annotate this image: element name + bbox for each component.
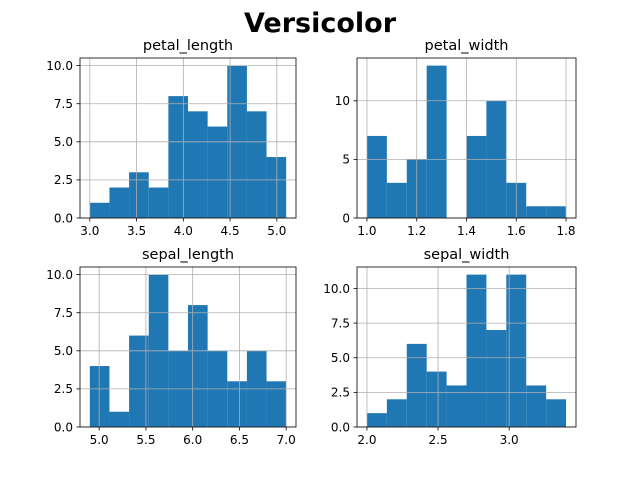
y-tick-label: 7.5 — [54, 97, 73, 111]
y-tick-label: 0 — [342, 211, 350, 225]
histogram-bar — [446, 385, 467, 427]
x-tick-label: 5.5 — [136, 433, 155, 447]
y-axis: 0.0 2.5 5.0 7.5 10.0 — [46, 268, 80, 434]
histogram-bar — [426, 65, 447, 218]
y-tick-label: 2.5 — [54, 173, 73, 187]
histogram-bar — [466, 274, 487, 427]
histogram-bar — [109, 187, 130, 218]
y-tick-label: 10.0 — [46, 268, 73, 282]
histogram-bar — [546, 399, 567, 427]
x-tick-label: 1.6 — [507, 224, 526, 238]
histogram-bar — [386, 182, 407, 218]
y-tick-label: 2.5 — [54, 382, 73, 396]
y-axis: 0.0 2.5 5.0 7.5 10.0 — [323, 282, 357, 434]
y-tick-label: 5.0 — [54, 344, 73, 358]
histogram-bar — [466, 135, 487, 218]
grid — [80, 267, 296, 428]
histogram-bar — [89, 202, 110, 218]
y-axis: 0.0 2.5 5.0 7.5 10.0 — [46, 59, 80, 225]
figure-title: Versicolor — [244, 8, 397, 39]
subplot-title: petal_length — [143, 38, 233, 54]
x-tick-label: 4.0 — [174, 224, 193, 238]
x-tick-label: 3.0 — [80, 224, 99, 238]
subplot-sepal-width: sepal_width 2.0 2.5 3.0 0.0 2.5 5.0 7.5 10.0 — [323, 247, 577, 447]
x-tick-label: 2.0 — [357, 433, 376, 447]
subplot-title: petal_width — [425, 38, 509, 54]
histogram-bar — [366, 413, 387, 427]
y-tick-label: 10.0 — [323, 282, 350, 296]
histogram-bars — [366, 65, 567, 218]
y-tick-label: 2.5 — [331, 386, 350, 400]
x-tick-label: 5.0 — [90, 433, 109, 447]
x-tick-label: 5.0 — [267, 224, 286, 238]
histogram-bar — [129, 335, 149, 427]
y-tick-label: 0.0 — [54, 420, 73, 434]
histogram-bar — [188, 111, 208, 218]
y-tick-label: 5 — [342, 153, 350, 167]
histogram-bar — [188, 305, 208, 427]
y-tick-label: 0.0 — [331, 420, 350, 434]
subplot-title: sepal_length — [142, 247, 234, 263]
y-axis: 0 5 10 — [335, 94, 357, 225]
x-axis: 1.0 1.2 1.4 1.6 1.8 — [357, 218, 576, 238]
x-tick-label: 3.5 — [127, 224, 146, 238]
histogram-bar — [109, 411, 130, 427]
y-tick-label: 0.0 — [54, 211, 73, 225]
histogram-bar — [546, 206, 567, 218]
histogram-bar — [406, 343, 427, 427]
x-tick-label: 6.0 — [183, 433, 202, 447]
x-axis: 2.0 2.5 3.0 — [357, 427, 519, 447]
y-tick-label: 5.0 — [331, 351, 350, 365]
x-axis: 3.0 3.5 4.0 4.5 5.0 — [80, 218, 286, 238]
histogram-bar — [89, 366, 110, 427]
histogram-bar — [426, 371, 447, 427]
histogram-bar — [148, 187, 169, 218]
x-tick-label: 1.0 — [357, 224, 376, 238]
histogram-bar — [266, 381, 287, 427]
histogram-bar — [129, 172, 149, 218]
axes-frame — [79, 266, 297, 428]
histogram-bar — [246, 111, 267, 218]
histogram-bar — [486, 330, 507, 427]
histogram-bars — [366, 274, 567, 427]
histogram-bar — [526, 385, 547, 427]
histogram-bar — [526, 206, 547, 218]
x-tick-label: 1.2 — [407, 224, 426, 238]
y-tick-label: 5.0 — [54, 135, 73, 149]
subplot-title: sepal_width — [424, 247, 510, 263]
histogram-bar — [366, 135, 387, 218]
x-tick-label: 4.5 — [221, 224, 240, 238]
y-tick-label: 7.5 — [54, 306, 73, 320]
histogram-bar — [207, 126, 228, 218]
histogram-bar — [227, 381, 247, 427]
x-tick-label: 6.5 — [230, 433, 249, 447]
y-tick-label: 10.0 — [46, 59, 73, 73]
histogram-bar — [386, 399, 407, 427]
x-tick-label: 1.8 — [556, 224, 575, 238]
x-tick-label: 3.0 — [500, 433, 519, 447]
subplot-sepal-length: sepal_length 5.0 5.5 6.0 6.5 7.0 0.0 2.5 5.0 7.5… — [46, 247, 297, 447]
histogram-bar — [266, 157, 287, 218]
subplot-petal-length: petal_length 3.0 3.5 4.0 4.5 5.0 0.0 2.5 5.0 7.5… — [46, 38, 297, 238]
y-tick-label: 7.5 — [331, 316, 350, 330]
x-tick-label: 2.5 — [429, 433, 448, 447]
x-tick-label: 1.4 — [457, 224, 476, 238]
axes-frame — [356, 266, 577, 428]
histogram-bar — [168, 96, 188, 218]
x-tick-label: 7.0 — [277, 433, 296, 447]
x-axis: 5.0 5.5 6.0 6.5 7.0 — [90, 427, 296, 447]
histogram-bar — [506, 274, 527, 427]
axes-frame — [79, 57, 297, 219]
subplot-petal-width: petal_width 1.0 1.2 1.4 1.6 1.8 0 5 10 — [335, 38, 577, 238]
y-tick-label: 10 — [335, 94, 350, 108]
